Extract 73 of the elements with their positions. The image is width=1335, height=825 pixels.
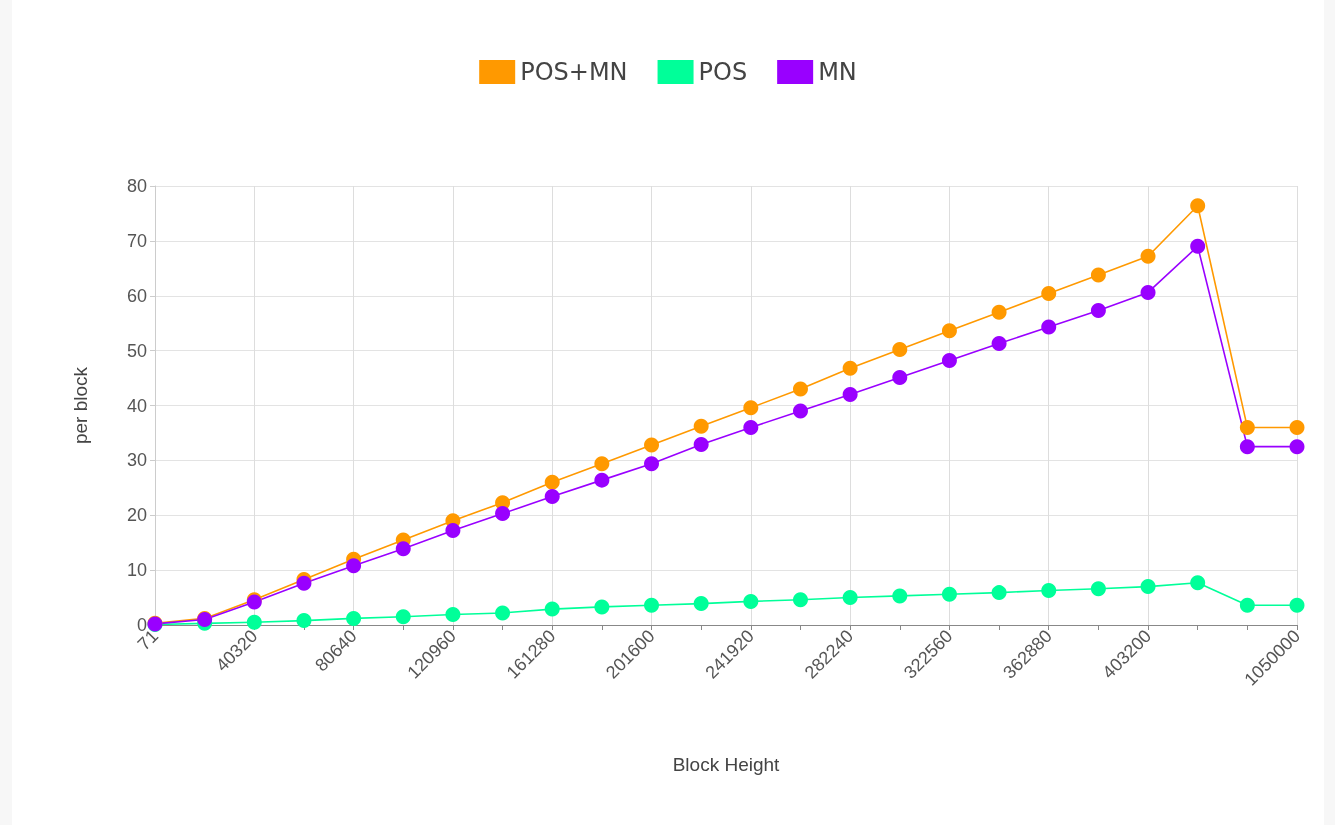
point (941, 353, 957, 368)
y-tick-label: 0 (136, 615, 147, 635)
point (1289, 597, 1305, 613)
legend-label: POS (698, 58, 748, 86)
point (395, 541, 411, 557)
point (941, 323, 957, 339)
point (594, 599, 610, 615)
point (1140, 248, 1156, 264)
point (892, 370, 908, 386)
point (792, 592, 808, 608)
y-tick-label: 50 (126, 340, 147, 361)
y-tick-label: 80 (126, 176, 147, 196)
y-tick-label: 70 (126, 230, 147, 251)
point (1140, 579, 1156, 595)
legend-label: POS+MN (520, 58, 628, 86)
point (1289, 419, 1305, 435)
point (544, 474, 560, 490)
point (246, 614, 262, 630)
point (1090, 267, 1106, 283)
point (1090, 303, 1106, 319)
point (594, 472, 610, 488)
point (1041, 582, 1057, 598)
point (1239, 439, 1255, 455)
point (544, 601, 560, 617)
point (445, 523, 461, 539)
point (1190, 198, 1206, 214)
y-tick-label: 60 (126, 285, 147, 306)
point (743, 419, 759, 435)
point (842, 360, 858, 376)
point (842, 387, 858, 403)
point (644, 456, 660, 472)
point (445, 607, 461, 623)
point (743, 593, 759, 609)
point (991, 335, 1007, 351)
y-tick-label: 20 (126, 505, 147, 526)
y-tick-label: 10 (126, 560, 147, 581)
x-axis-title: Block Height (672, 754, 781, 775)
point (1041, 286, 1057, 302)
point (495, 605, 511, 621)
point (892, 588, 908, 604)
point (1239, 597, 1255, 613)
point (842, 590, 858, 606)
point (991, 304, 1007, 320)
point (693, 596, 709, 612)
point (1190, 238, 1206, 254)
point (1090, 581, 1106, 597)
point (892, 342, 908, 358)
point (1041, 319, 1057, 335)
point (1190, 575, 1206, 591)
point (693, 436, 709, 452)
point (1140, 284, 1156, 300)
point (693, 418, 709, 434)
point (743, 400, 759, 416)
point (1289, 439, 1305, 455)
point (991, 585, 1007, 601)
point (594, 456, 610, 472)
point (1239, 419, 1255, 435)
point (296, 613, 312, 629)
point (792, 381, 808, 397)
point (346, 558, 362, 574)
point (644, 437, 660, 453)
y-axis-title: per block (70, 366, 91, 445)
y-tick-label: 40 (126, 395, 147, 416)
point (296, 575, 312, 591)
point (346, 610, 362, 626)
legend-label: MN (818, 58, 857, 86)
y-tick-label: 30 (126, 450, 147, 471)
point (395, 609, 411, 625)
point (792, 403, 808, 419)
point (544, 489, 560, 505)
point (495, 506, 511, 522)
point (644, 597, 660, 613)
point (941, 586, 957, 602)
